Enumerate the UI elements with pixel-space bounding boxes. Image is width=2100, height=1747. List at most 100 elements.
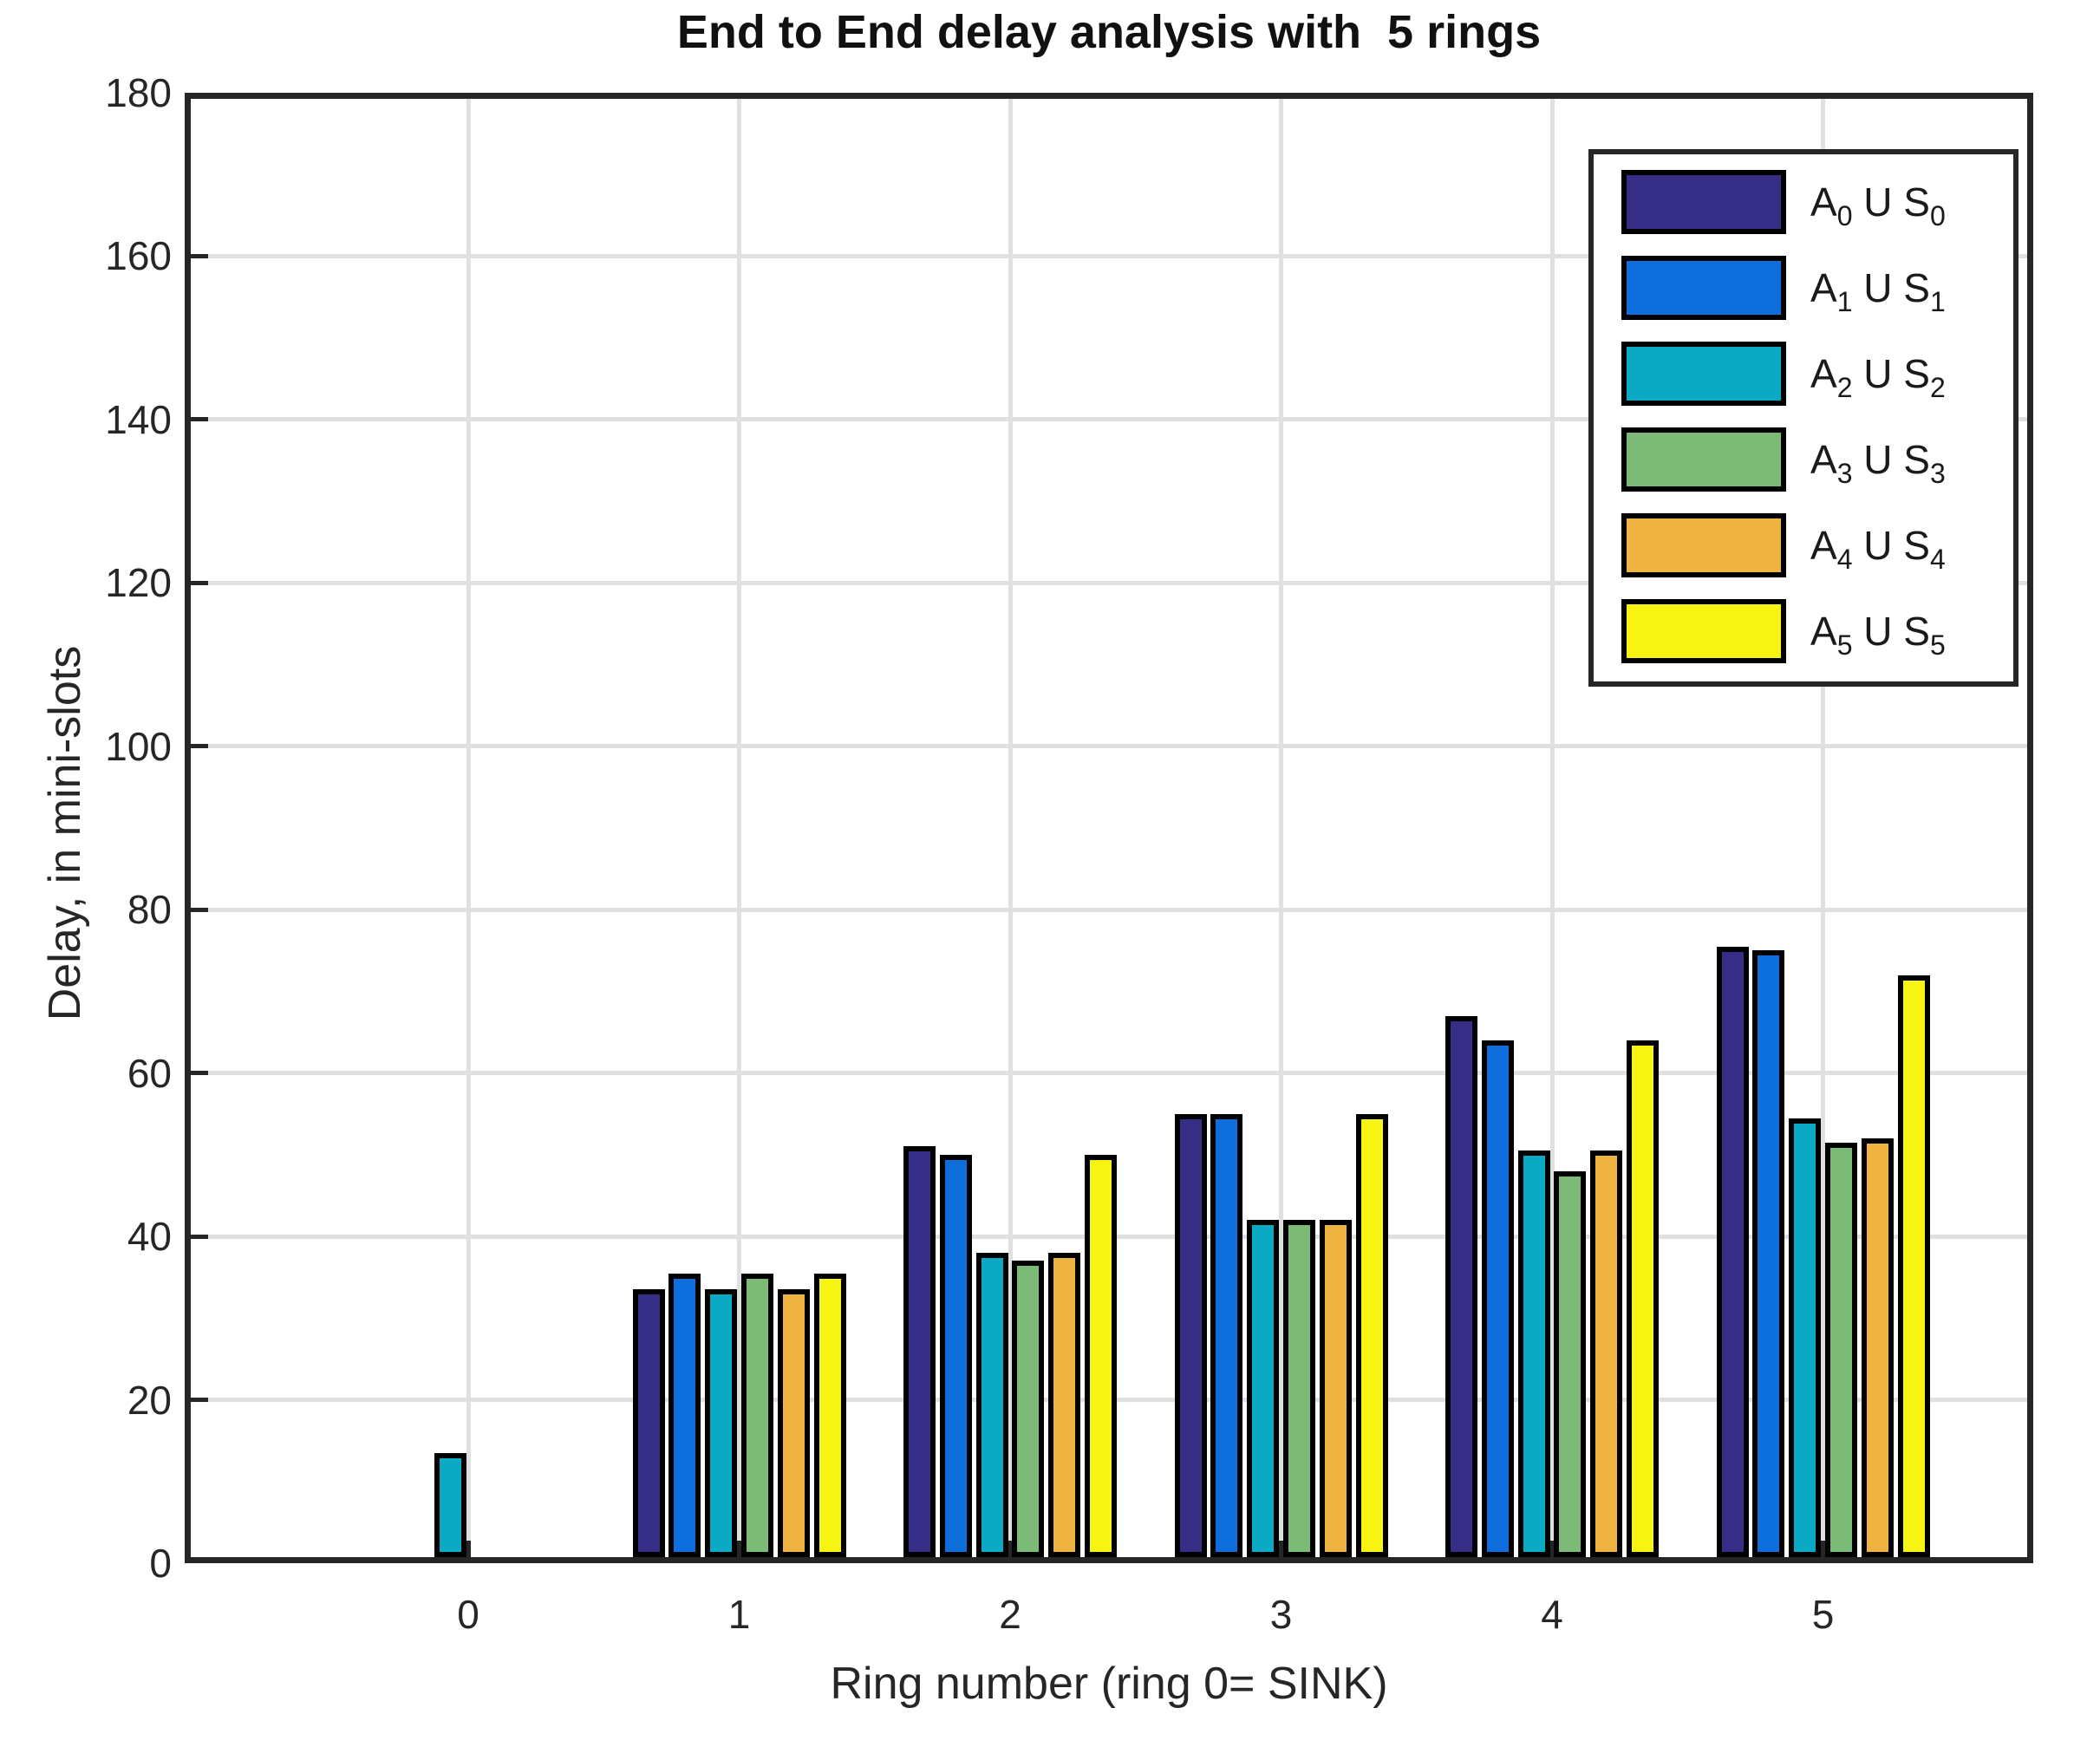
y-tick [191, 417, 208, 422]
bar-ring3-A1 [1210, 1113, 1243, 1557]
y-tick-label: 40 [127, 1214, 172, 1260]
chart-title: End to End delay analysis with 5 rings [676, 6, 1542, 58]
gridline-horizontal [191, 744, 2027, 749]
bar-ring2-A4 [1048, 1252, 1081, 1557]
y-tick-label: 80 [127, 887, 172, 933]
bar-ring2-A3 [1012, 1261, 1045, 1557]
legend-label-subscript: 5 [1929, 629, 1946, 662]
x-tick [1549, 1541, 1555, 1557]
bar-ring1-A5 [813, 1273, 846, 1557]
gridline-horizontal [191, 580, 2027, 585]
gridline-vertical [737, 99, 741, 1557]
legend-label-subscript: 2 [1929, 372, 1946, 404]
x-axis-label: Ring number (ring 0= SINK) [830, 1659, 1388, 1709]
y-tick [191, 907, 208, 912]
bar-ring4-A4 [1590, 1151, 1623, 1557]
y-tick-label: 60 [127, 1050, 172, 1096]
bar-ring5-A3 [1824, 1142, 1857, 1557]
bar-ring4-A5 [1627, 1040, 1659, 1557]
legend-label-text: A [1810, 609, 1837, 654]
legend-swatch [1621, 599, 1786, 663]
legend-item: A1 U S1 [1594, 256, 2013, 320]
gridline-horizontal [191, 1071, 2027, 1076]
legend-label-subscript: 4 [1929, 544, 1946, 576]
plot-inner [191, 99, 2027, 1557]
gridline-vertical [466, 99, 471, 1557]
bar-ring4-A2 [1517, 1151, 1550, 1557]
gridline-vertical [1821, 99, 1825, 1557]
bar-ring3-A5 [1355, 1113, 1388, 1557]
y-tick [191, 1071, 208, 1076]
y-tick-label: 120 [105, 560, 172, 606]
y-tick-label: 180 [105, 70, 172, 115]
y-tick-label: 100 [105, 723, 172, 769]
y-tick [191, 253, 208, 258]
bar-ring2-A1 [939, 1154, 972, 1557]
x-tick-label: 4 [1541, 1592, 1563, 1637]
legend-label-subscript: 2 [1836, 372, 1853, 404]
x-tick [466, 1541, 471, 1557]
bar-ring1-A0 [632, 1289, 665, 1557]
bar-ring1-A2 [705, 1289, 738, 1557]
legend-swatch [1621, 342, 1786, 406]
y-tick [191, 1234, 208, 1239]
bar-ring3-A0 [1174, 1113, 1207, 1557]
gridline-vertical [1549, 99, 1555, 1557]
gridline-horizontal [191, 417, 2027, 422]
legend-label-text: U S [1852, 179, 1930, 225]
legend-label-subscript: 4 [1836, 544, 1853, 576]
bar-ring2-A5 [1085, 1154, 1117, 1557]
gridline-vertical [1279, 99, 1283, 1557]
legend-item: A5 U S5 [1594, 599, 2013, 663]
legend-swatch [1621, 427, 1786, 492]
y-tick [191, 580, 208, 585]
legend-label-subscript: 1 [1929, 286, 1946, 318]
bar-ring2-A0 [903, 1146, 936, 1557]
x-tick [737, 1541, 741, 1557]
gridline-horizontal [191, 253, 2027, 258]
x-tick-label: 0 [457, 1592, 479, 1637]
x-tick [1279, 1541, 1283, 1557]
x-tick-label: 1 [727, 1592, 751, 1637]
bar-ring1-A1 [668, 1273, 701, 1557]
bar-ring5-A0 [1716, 946, 1749, 1557]
x-tick-label: 5 [1811, 1592, 1835, 1637]
legend-label-text: U S [1852, 437, 1930, 482]
legend-label: A5 U S5 [1810, 599, 1946, 663]
legend: A0 U S0 A1 U S1 A2 U S2 A3 U S3 A4 U S4 A5 U … [1588, 149, 2018, 687]
y-tick-label: 20 [127, 1377, 172, 1423]
legend-label: A3 U S3 [1810, 427, 1946, 492]
y-tick-label: 0 [149, 1541, 172, 1586]
legend-item: A4 U S4 [1594, 513, 2013, 577]
bar-ring2-A2 [975, 1252, 1008, 1557]
gridline-vertical [1008, 99, 1013, 1557]
legend-item: A2 U S2 [1594, 342, 2013, 406]
legend-label-text: A [1810, 351, 1837, 396]
legend-label-text: U S [1852, 265, 1930, 310]
legend-swatch [1621, 256, 1786, 320]
bar-ring1-A3 [740, 1273, 773, 1557]
legend-label-subscript: 1 [1836, 286, 1853, 318]
bar-ring4-A0 [1445, 1015, 1477, 1557]
x-tick [1008, 1541, 1013, 1557]
bar-ring4-A3 [1554, 1170, 1587, 1557]
y-tick-label: 160 [105, 233, 172, 279]
y-axis-label: Delay, in mini-slots [40, 645, 90, 1021]
bar-ring5-A4 [1861, 1138, 1894, 1557]
bar-ring4-A1 [1481, 1040, 1514, 1557]
legend-label: A2 U S2 [1810, 342, 1946, 406]
legend-swatch [1621, 513, 1786, 577]
legend-item: A0 U S0 [1594, 170, 2013, 234]
x-tick [1821, 1541, 1825, 1557]
legend-label-text: U S [1852, 523, 1930, 568]
gridline-horizontal [191, 907, 2027, 912]
legend-label-subscript: 0 [1929, 200, 1946, 232]
bar-ring5-A2 [1789, 1118, 1822, 1557]
bar-ring3-A4 [1319, 1220, 1352, 1557]
legend-label: A4 U S4 [1810, 513, 1946, 577]
bar-ring5-A5 [1897, 975, 1930, 1557]
legend-item: A3 U S3 [1594, 427, 2013, 492]
legend-label-subscript: 5 [1836, 629, 1853, 662]
legend-label-subscript: 0 [1836, 200, 1853, 232]
